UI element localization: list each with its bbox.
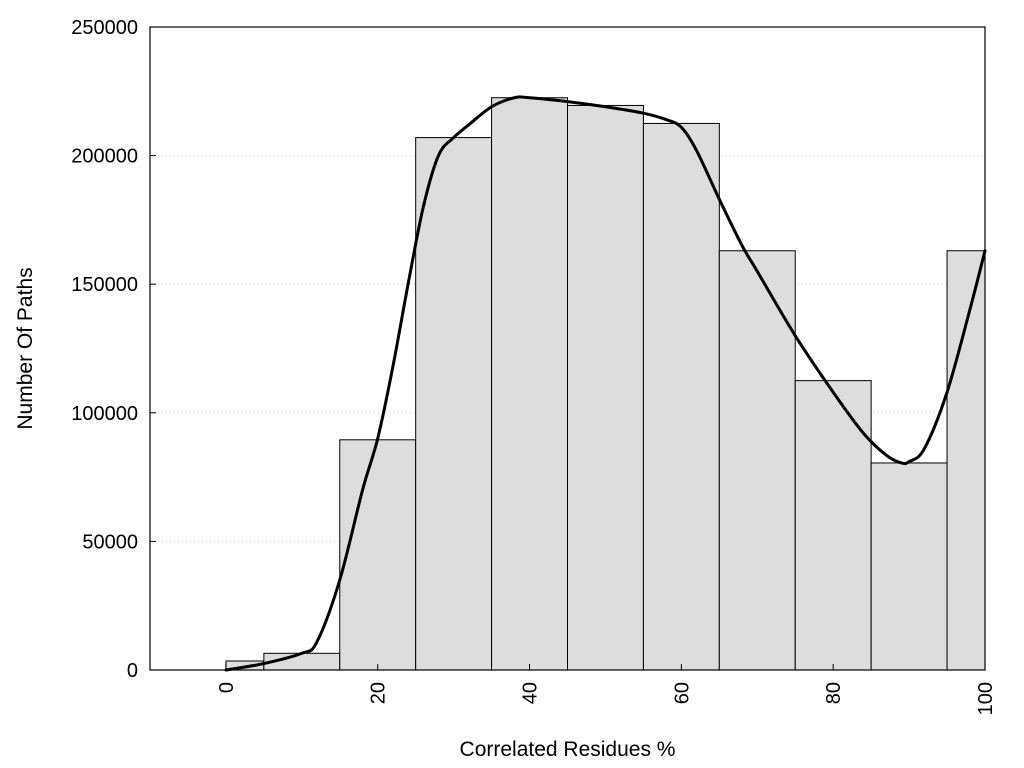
histogram-bar bbox=[339, 439, 417, 671]
bars bbox=[225, 97, 986, 671]
plot-frame bbox=[149, 26, 986, 671]
y-axis-ticks: 0 50000 100000 150000 200000 250000 bbox=[71, 17, 156, 682]
histogram-bar bbox=[642, 122, 720, 671]
x-tick-label: 40 bbox=[520, 682, 542, 704]
x-axis-label: Correlated Residues % bbox=[460, 738, 676, 761]
histogram-bar bbox=[794, 380, 872, 671]
x-tick-label: 100 bbox=[975, 682, 997, 715]
histogram-bar bbox=[946, 250, 986, 671]
y-tick-label: 200000 bbox=[71, 146, 138, 168]
x-tick-label: 80 bbox=[823, 682, 845, 704]
histogram-bar bbox=[567, 104, 644, 671]
histogram-bar bbox=[870, 462, 948, 671]
y-tick-label: 100000 bbox=[71, 403, 138, 425]
smoothed-curve bbox=[224, 95, 987, 672]
y-tick-label: 250000 bbox=[71, 17, 138, 39]
y-tick-label: 50000 bbox=[82, 531, 138, 553]
x-tick-label: 0 bbox=[216, 682, 238, 693]
histogram-bar bbox=[415, 137, 493, 671]
y-tick-label: 0 bbox=[127, 660, 138, 682]
histogram-bar bbox=[491, 97, 568, 671]
y-tick-label: 150000 bbox=[71, 274, 138, 296]
histogram-bar bbox=[718, 250, 796, 671]
y-axis-label: Number Of Paths bbox=[14, 267, 37, 429]
x-axis-ticks: 0 20 40 60 80 100 bbox=[216, 664, 997, 715]
x-tick-label: 20 bbox=[368, 682, 390, 704]
x-tick-label: 60 bbox=[671, 682, 693, 704]
